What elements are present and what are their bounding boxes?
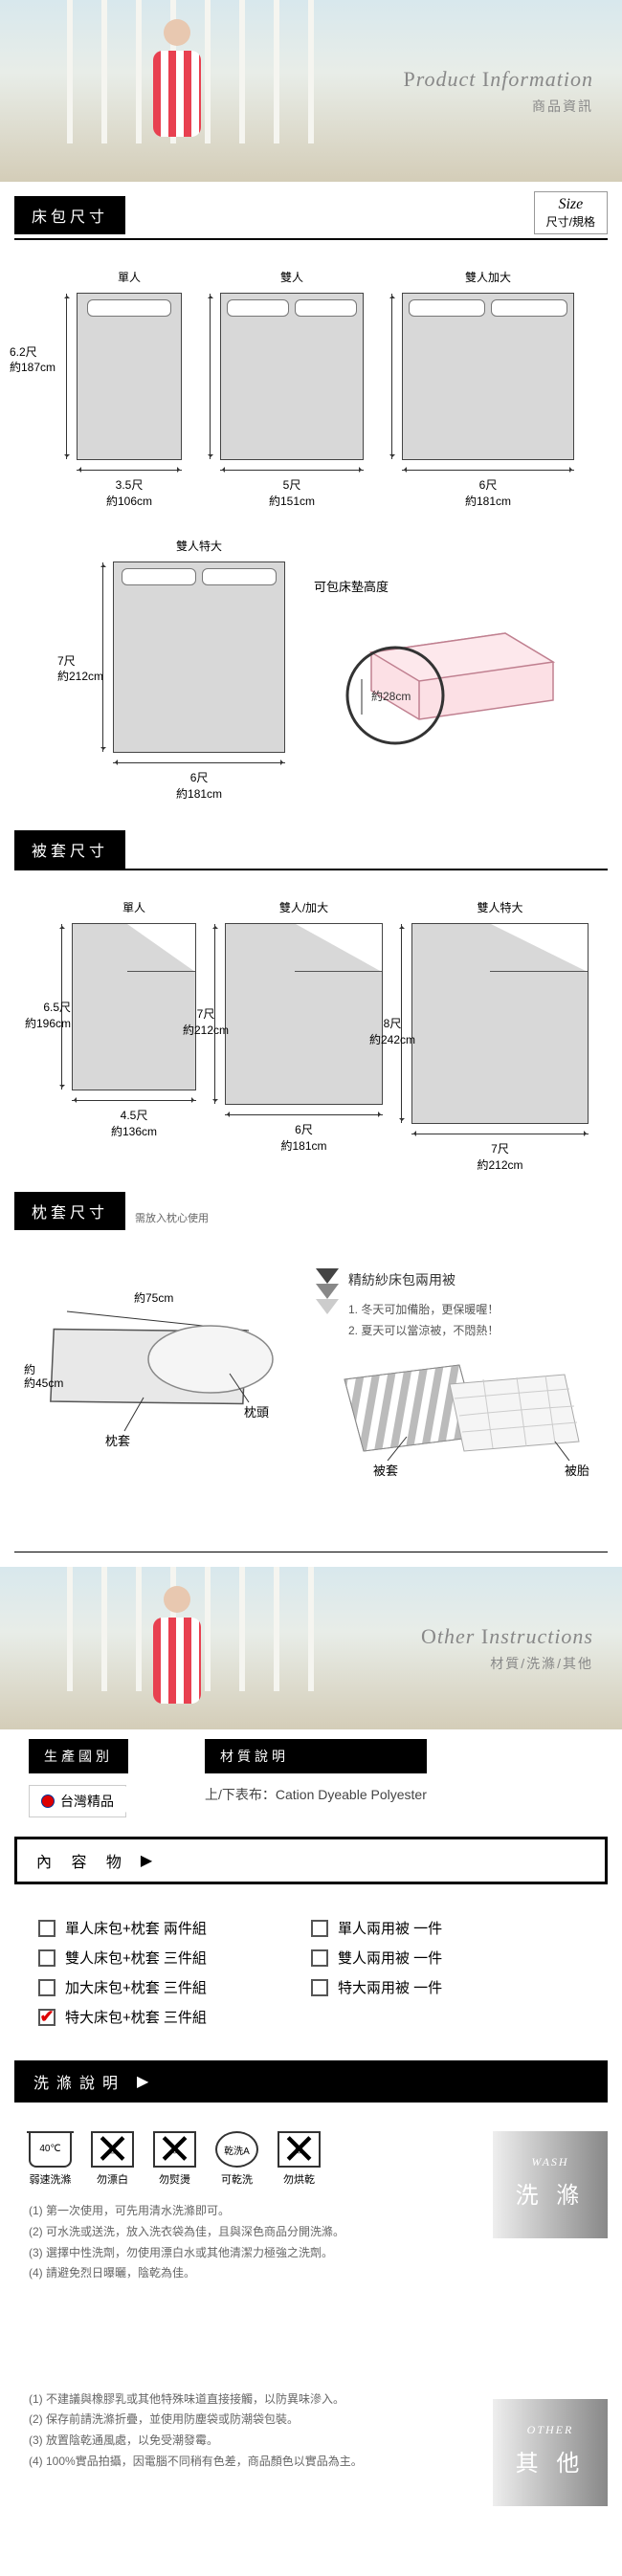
header-english: Product Information — [404, 67, 594, 92]
wash-icon-可乾洗: 乾洗A 可乾洗 — [215, 2131, 258, 2187]
wash-icon-弱速洗滌: 40℃ 弱速洗滌 — [29, 2131, 72, 2187]
wash-instructions: WASH 洗 滌 40℃ 弱速洗滌 △✕ 勿漂白 ◡✕ 勿熨燙 乾洗A 可乾洗 … — [0, 2112, 622, 2491]
checkbox-icon — [311, 1979, 328, 1996]
bed-單人: 單人 3.5尺約106cm — [77, 269, 182, 509]
duvet-雙人特大: 雙人特大 8尺約242cm 7尺約212cm — [411, 899, 589, 1173]
svg-text:約28cm: 約28cm — [371, 689, 411, 703]
svg-text:枕套: 枕套 — [105, 1434, 130, 1448]
person-figure — [144, 19, 211, 172]
mattress-depth-diagram: 可包床墊高度 約28cm — [314, 577, 563, 762]
beds-row-1: 6.2尺 約187cm 單人 3.5尺約106cm 雙人 5尺約151cm 雙人… — [0, 250, 622, 509]
origin-material-row: 生產國別 台灣精品 材質說明 上/下表布：Cation Dyeable Poly… — [0, 1729, 622, 1827]
bed-xl: 雙人特大 6尺約181cm — [113, 538, 285, 802]
checkbox-icon — [38, 1949, 56, 1967]
checkbox-icon — [311, 1920, 328, 1937]
content-option: 加大床包+枕套 三件組 — [38, 1977, 311, 1997]
triangle-icon — [316, 1268, 339, 1314]
wash-decorative-label: WASH 洗 滌 — [493, 2131, 608, 2238]
material-label: 材質說明 — [205, 1739, 427, 1773]
size-badge: Size 尺寸/規格 — [534, 191, 608, 234]
wash-icon-勿熨燙: ◡✕ 勿熨燙 — [153, 2131, 196, 2187]
other-instructions-header: Other Instructions 材質/洗滌/其他 — [0, 1567, 622, 1729]
pillow-size-title: 枕套尺寸 需放入枕心使用 — [14, 1192, 608, 1230]
content-option: 雙人兩用被 一件 — [311, 1948, 584, 1968]
product-info-header: Product Information 商品資訊 — [0, 0, 622, 182]
mattress-svg: 約28cm — [314, 605, 563, 758]
taiwan-flag-icon — [41, 1794, 55, 1808]
checkbox-icon — [38, 1979, 56, 1996]
pillow-diagram-section: 約75cm 約約45cm 枕套 枕頭 精紡紗床包兩用被 — [0, 1240, 622, 1537]
beds-row-2: 7尺 約212cm 雙人特大 6尺約181cm 可包床墊高度 約28cm — [0, 509, 622, 821]
checkbox-icon — [38, 2009, 56, 2026]
xl-bed-height: 7尺 約212cm — [57, 654, 103, 684]
origin-label: 生產國別 — [29, 1739, 128, 1773]
section-label: 床包尺寸 — [14, 196, 125, 234]
content-option: 雙人床包+枕套 三件組 — [38, 1948, 311, 1968]
pillowcase-diagram: 約75cm 約約45cm 枕套 枕頭 — [19, 1249, 306, 1508]
person-figure — [144, 1586, 211, 1739]
header-chinese: 商品資訊 — [404, 97, 594, 116]
duvet-單人: 單人 6.5尺約196cm 4.5尺約136cm — [72, 899, 196, 1173]
duvet-size-title: 被套尺寸 — [14, 830, 608, 870]
chevron-right-icon: ▶ — [141, 1851, 160, 1870]
chevron-right-icon: ▶ — [137, 2072, 156, 2091]
duvets-row: 單人 6.5尺約196cm 4.5尺約136cm 雙人/加大 7尺約212cm … — [0, 880, 622, 1182]
header2-english: Other Instructions — [421, 1624, 593, 1649]
wash-title: 洗滌說明 ▶ — [14, 2060, 608, 2103]
bed-雙人: 雙人 5尺約151cm — [220, 269, 364, 509]
dual-use-notes: 精紡紗床包兩用被 1. 冬天可加備胎，更保暖喔！ 2. 夏天可以當涼被，不悶熱！… — [306, 1249, 612, 1508]
material-value: 上/下表布：Cation Dyeable Polyester — [205, 1785, 427, 1804]
bed-雙人加大: 雙人加大 6尺約181cm — [402, 269, 574, 509]
content-option: 特大兩用被 一件 — [311, 1977, 584, 1997]
wash-icon-勿烘乾: ◎✕ 勿烘乾 — [278, 2131, 321, 2187]
bedsheet-size-title: 床包尺寸 Size 尺寸/規格 — [14, 191, 608, 240]
header2-chinese: 材質/洗滌/其他 — [421, 1654, 593, 1673]
content-option: 單人兩用被 一件 — [311, 1918, 584, 1938]
svg-text:約75cm: 約75cm — [134, 1290, 173, 1305]
taiwan-badge: 台灣精品 — [29, 1785, 126, 1817]
duvet-雙人/加大: 雙人/加大 7尺約212cm 6尺約181cm — [225, 899, 383, 1173]
checkbox-icon — [311, 1949, 328, 1967]
svg-text:被胎: 被胎 — [565, 1464, 589, 1478]
wash-icon-勿漂白: △✕ 勿漂白 — [91, 2131, 134, 2187]
duvet-insert-diagram: 被套 被胎 — [316, 1341, 603, 1485]
other-decorative-label: OTHER 其 他 — [493, 2399, 608, 2506]
contents-title: 內 容 物 ▶ — [14, 1837, 608, 1884]
svg-text:被套: 被套 — [373, 1464, 398, 1478]
content-option: 特大床包+枕套 三件組 — [38, 2007, 311, 2027]
contents-checklist: 單人床包+枕套 兩件組 雙人床包+枕套 三件組 加大床包+枕套 三件組 特大床包… — [0, 1894, 622, 2051]
row1-height-label: 6.2尺 約187cm — [10, 345, 56, 375]
content-option: 單人床包+枕套 兩件組 — [38, 1918, 311, 1938]
svg-text:枕頭: 枕頭 — [244, 1405, 269, 1420]
checkbox-icon — [38, 1920, 56, 1937]
